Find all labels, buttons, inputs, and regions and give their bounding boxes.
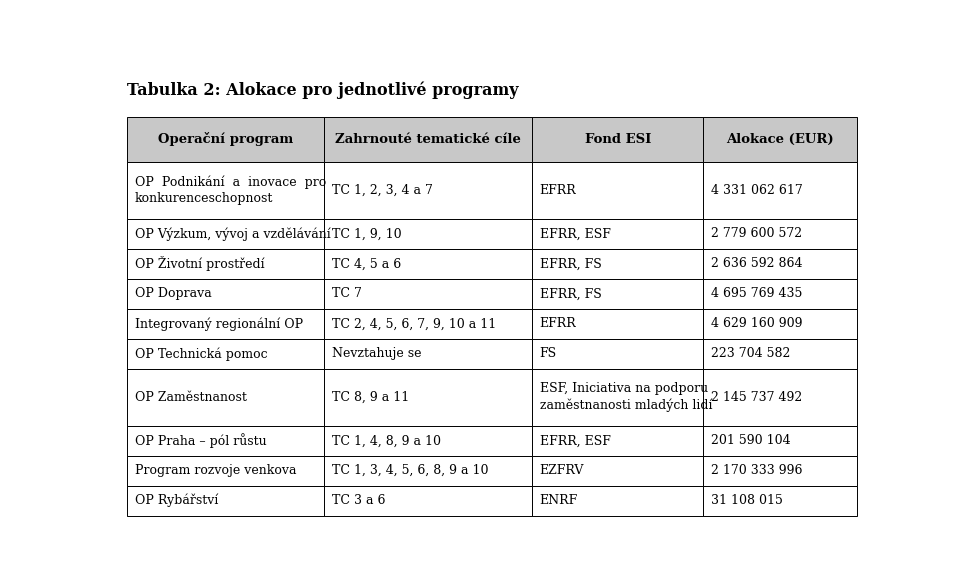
Text: Nevztahuje se: Nevztahuje se xyxy=(332,347,421,360)
Bar xyxy=(532,339,704,369)
Text: OP Technická pomoc: OP Technická pomoc xyxy=(134,347,268,361)
Bar xyxy=(532,426,704,456)
Text: Alokace (EUR): Alokace (EUR) xyxy=(726,133,834,146)
Text: OP Zaměstnanost: OP Zaměstnanost xyxy=(134,391,247,404)
Bar xyxy=(128,456,324,486)
Bar xyxy=(128,249,324,279)
Text: 201 590 104: 201 590 104 xyxy=(711,434,790,448)
Bar xyxy=(704,117,856,162)
Bar xyxy=(532,456,704,486)
Bar xyxy=(532,279,704,309)
Bar xyxy=(324,249,532,279)
Text: ENRF: ENRF xyxy=(540,494,578,508)
Bar xyxy=(532,369,704,426)
Bar xyxy=(532,117,704,162)
Bar xyxy=(324,369,532,426)
Text: TC 1, 9, 10: TC 1, 9, 10 xyxy=(332,228,401,240)
Bar xyxy=(128,426,324,456)
Bar xyxy=(704,339,856,369)
Text: Tabulka 2: Alokace pro jednotlivé programy: Tabulka 2: Alokace pro jednotlivé progra… xyxy=(128,81,519,98)
Bar xyxy=(128,486,324,516)
Text: EFRR, ESF: EFRR, ESF xyxy=(540,228,611,240)
Text: Zahrnouté tematické cíle: Zahrnouté tematické cíle xyxy=(335,133,521,146)
Text: 2 145 737 492: 2 145 737 492 xyxy=(711,391,803,404)
Text: 2 170 333 996: 2 170 333 996 xyxy=(711,464,803,477)
Text: TC 8, 9 a 11: TC 8, 9 a 11 xyxy=(332,391,409,404)
Text: EFRR, ESF: EFRR, ESF xyxy=(540,434,611,448)
Text: 4 629 160 909: 4 629 160 909 xyxy=(711,317,803,331)
Text: 2 779 600 572: 2 779 600 572 xyxy=(711,228,802,240)
Text: OP Životní prostředí: OP Životní prostředí xyxy=(134,256,265,271)
Text: 223 704 582: 223 704 582 xyxy=(711,347,790,360)
Text: OP Rybářství: OP Rybářství xyxy=(134,494,218,508)
Bar xyxy=(128,279,324,309)
Bar xyxy=(704,486,856,516)
Bar xyxy=(324,486,532,516)
Text: OP Praha – pól růstu: OP Praha – pól růstu xyxy=(134,434,267,448)
Text: Integrovaný regionální OP: Integrovaný regionální OP xyxy=(134,317,303,331)
Text: TC 4, 5 a 6: TC 4, 5 a 6 xyxy=(332,257,401,270)
Bar xyxy=(532,249,704,279)
Text: Program rozvoje venkova: Program rozvoje venkova xyxy=(134,464,297,477)
Text: EFRR, FS: EFRR, FS xyxy=(540,257,601,270)
Bar xyxy=(128,339,324,369)
Text: TC 1, 4, 8, 9 a 10: TC 1, 4, 8, 9 a 10 xyxy=(332,434,441,448)
Text: TC 1, 2, 3, 4 a 7: TC 1, 2, 3, 4 a 7 xyxy=(332,184,433,197)
Bar xyxy=(704,279,856,309)
Bar xyxy=(128,309,324,339)
Bar xyxy=(128,219,324,249)
Text: 4 695 769 435: 4 695 769 435 xyxy=(711,288,803,300)
Bar xyxy=(128,162,324,219)
Bar xyxy=(324,279,532,309)
Bar xyxy=(324,339,532,369)
Bar xyxy=(324,309,532,339)
Text: 31 108 015: 31 108 015 xyxy=(711,494,782,508)
Bar xyxy=(704,249,856,279)
Text: Fond ESI: Fond ESI xyxy=(585,133,651,146)
Bar xyxy=(532,219,704,249)
Text: EZFRV: EZFRV xyxy=(540,464,584,477)
Text: TC 7: TC 7 xyxy=(332,288,362,300)
Bar xyxy=(128,369,324,426)
Text: OP Výzkum, vývoj a vzdělávání: OP Výzkum, vývoj a vzdělávání xyxy=(134,227,330,240)
Text: TC 3 a 6: TC 3 a 6 xyxy=(332,494,385,508)
Text: TC 2, 4, 5, 6, 7, 9, 10 a 11: TC 2, 4, 5, 6, 7, 9, 10 a 11 xyxy=(332,317,496,331)
Text: ESF, Iniciativa na podporu
zaměstnanosti mladých lidí: ESF, Iniciativa na podporu zaměstnanosti… xyxy=(540,382,712,413)
Text: OP Doprava: OP Doprava xyxy=(134,288,211,300)
Bar xyxy=(704,162,856,219)
Bar xyxy=(324,117,532,162)
Bar xyxy=(324,219,532,249)
Text: Operační program: Operační program xyxy=(158,132,294,147)
Bar xyxy=(324,456,532,486)
Text: EFRR: EFRR xyxy=(540,184,576,197)
Bar xyxy=(532,162,704,219)
Text: FS: FS xyxy=(540,347,557,360)
Text: TC 1, 3, 4, 5, 6, 8, 9 a 10: TC 1, 3, 4, 5, 6, 8, 9 a 10 xyxy=(332,464,489,477)
Text: 2 636 592 864: 2 636 592 864 xyxy=(711,257,803,270)
Bar xyxy=(324,426,532,456)
Bar xyxy=(704,309,856,339)
Bar xyxy=(704,219,856,249)
Bar xyxy=(704,369,856,426)
Bar xyxy=(704,456,856,486)
Text: 4 331 062 617: 4 331 062 617 xyxy=(711,184,803,197)
Bar xyxy=(128,117,324,162)
Text: EFRR, FS: EFRR, FS xyxy=(540,288,601,300)
Text: OP  Podnikání  a  inovace  pro
konkurenceschopnost: OP Podnikání a inovace pro konkurencesch… xyxy=(134,175,326,205)
Bar xyxy=(532,309,704,339)
Text: EFRR: EFRR xyxy=(540,317,576,331)
Bar xyxy=(532,486,704,516)
Bar xyxy=(704,426,856,456)
Bar xyxy=(324,162,532,219)
